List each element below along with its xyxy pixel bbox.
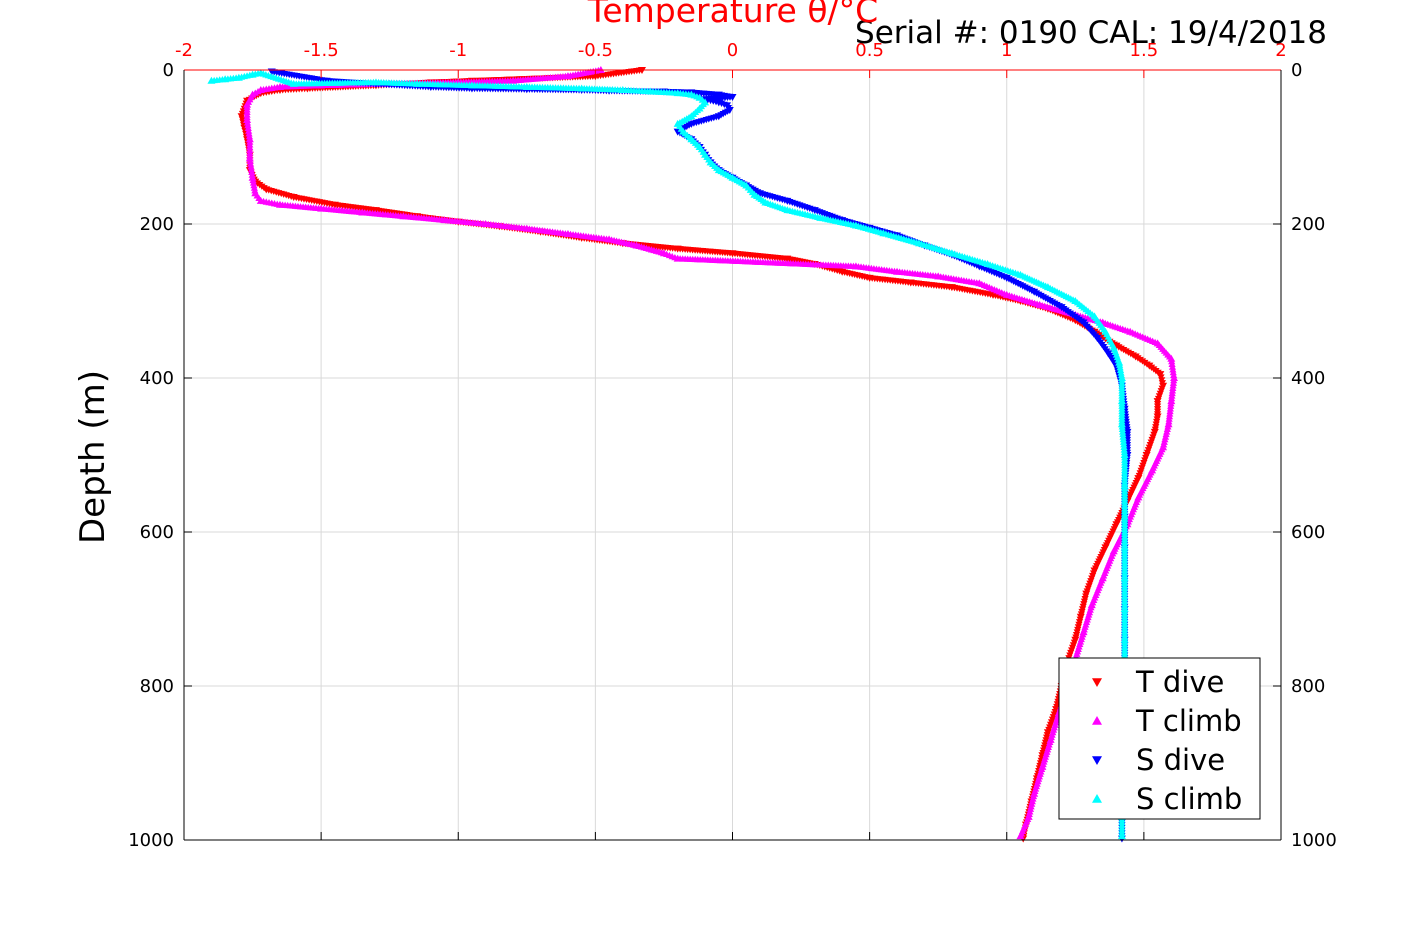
legend-marker [1092,756,1102,765]
data-point [1168,357,1176,365]
data-point [248,173,257,181]
legend-box [1058,657,1261,820]
data-point [246,157,254,164]
y-tick-label-left: 800 [140,676,174,697]
data-point [1116,364,1124,371]
x-tick-label: 2 [1275,40,1286,61]
data-point [244,124,252,131]
series-s-climb [207,69,1129,840]
data-point [250,181,258,189]
data-point [245,130,253,137]
data-point [1117,832,1126,840]
data-layer [207,66,1179,843]
x-tick-label: -1.5 [304,40,339,61]
data-point [1169,366,1177,373]
legend-label: T climb [1135,704,1242,738]
data-point [1164,420,1173,428]
x-tick-label: -0.5 [578,40,613,61]
y-axis-label: Depth (m) [73,370,113,544]
data-point [247,165,255,173]
legend: T dive T climb S dive S climb [1058,657,1261,820]
y-tick-label-left: 400 [140,368,174,389]
y-tick-label-right: 800 [1291,676,1325,697]
series-t-dive [237,67,1168,843]
data-point [1167,397,1176,405]
y-tick-label-right: 600 [1291,522,1325,543]
data-point [1016,832,1025,840]
y-tick-label-left: 0 [163,60,174,81]
data-point [243,116,252,124]
data-point [1168,363,1177,370]
data-point [248,168,256,175]
x-tick-label: 1 [1001,40,1012,61]
legend-label: T dive [1135,665,1224,699]
data-point [247,160,255,167]
data-point [249,179,258,186]
data-point [245,154,254,162]
y-tick-label-left: 600 [140,522,174,543]
data-point [247,163,255,170]
legend-label: S climb [1136,782,1242,816]
data-point [245,127,253,134]
series-s-dive [267,68,1132,843]
y-tick-label-right: 400 [1291,368,1325,389]
x-tick-label: 0.5 [855,40,884,61]
series-t-climb [243,66,1179,840]
data-point [1117,369,1125,376]
x-tick-label: -2 [175,40,193,61]
data-point [1168,360,1176,367]
data-point [1116,366,1125,373]
grid-layer [184,70,1281,840]
x-tick-label: -1 [449,40,467,61]
data-point [243,119,252,126]
y-tick-label-right: 200 [1291,214,1325,235]
x-axis-label: Temperature θ/°C [587,0,878,30]
data-point [249,176,257,184]
legend-marker [1092,678,1102,687]
legend-marker [1092,716,1102,725]
data-point [1115,358,1124,366]
x-tick-label: 0 [727,40,738,61]
legend-label: S dive [1136,743,1225,777]
legend-marker [1092,794,1102,803]
data-point [1169,368,1177,376]
y-tick-label-right: 0 [1291,60,1302,81]
y-tick-label-right: 1000 [1291,830,1337,851]
data-point [250,184,258,191]
y-tick-label-left: 1000 [128,830,174,851]
data-point [1167,354,1176,362]
data-point [244,121,252,129]
x-tick-label: 1.5 [1130,40,1159,61]
data-point [1116,361,1124,368]
chart-title: Serial #: 0190 CAL: 19/4/2018 [855,15,1327,51]
y-tick-label-left: 200 [140,214,174,235]
data-point [1030,789,1039,797]
